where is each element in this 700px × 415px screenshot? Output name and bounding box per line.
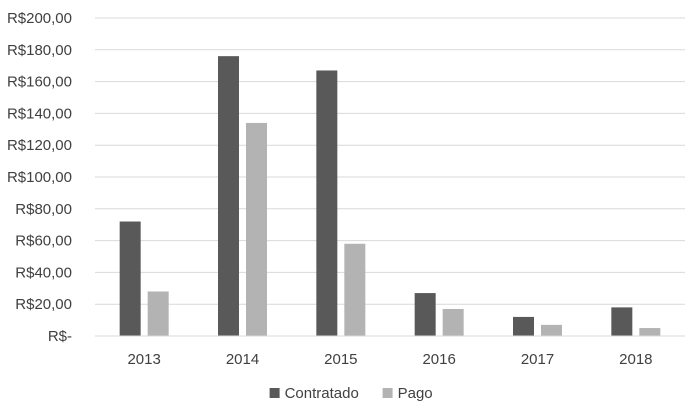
y-tick-label: R$200,00 [7, 10, 72, 27]
y-tick-label: R$80,00 [15, 201, 72, 218]
legend-label-pago: Pago [398, 385, 433, 402]
bar-contratado-2015 [316, 70, 338, 336]
bar-pago-2013 [147, 291, 169, 336]
y-axis: R$- R$20,00 R$40,00 R$60,00 R$80,00 R$100,00 R… [7, 10, 72, 345]
y-tick-label: R$180,00 [7, 42, 72, 59]
y-tick-label: R$160,00 [7, 74, 72, 91]
bar-pago-2014 [246, 122, 267, 336]
bar-contratado-2018 [611, 307, 633, 336]
y-tick-label: R$140,00 [7, 105, 72, 122]
legend-label-contratado: Contratado [285, 385, 359, 402]
legend: Contratado Pago [269, 385, 433, 402]
bar-contratado-2016 [414, 293, 436, 336]
x-tick-label: 2016 [422, 351, 455, 368]
bar-contratado-2013 [119, 221, 141, 336]
x-tick-label: 2018 [619, 351, 652, 368]
bar-pago-2018 [639, 328, 661, 336]
legend-swatch-contratado [269, 388, 280, 398]
y-tick-label: R$120,00 [7, 137, 72, 154]
y-tick-label: R$100,00 [7, 169, 72, 186]
y-tick-label: R$20,00 [15, 296, 72, 313]
x-axis: 2013 2014 2015 2016 2017 2018 [95, 335, 685, 368]
bar-pago-2017 [541, 324, 562, 336]
bar-pago-2015 [344, 243, 366, 336]
bars [119, 56, 661, 336]
x-tick-label: 2013 [127, 351, 160, 368]
y-tick-label: R$40,00 [15, 264, 72, 281]
x-tick-label: 2015 [324, 351, 357, 368]
bar-contratado-2017 [513, 316, 534, 336]
x-tick-label: 2014 [226, 351, 259, 368]
y-tick-label: R$60,00 [15, 233, 72, 250]
bar-contratado-2014 [218, 56, 239, 336]
legend-swatch-pago [382, 388, 393, 398]
gridlines [95, 17, 685, 305]
y-tick-label: R$- [48, 328, 72, 345]
x-tick-label: 2017 [521, 351, 554, 368]
bar-pago-2016 [442, 308, 464, 336]
